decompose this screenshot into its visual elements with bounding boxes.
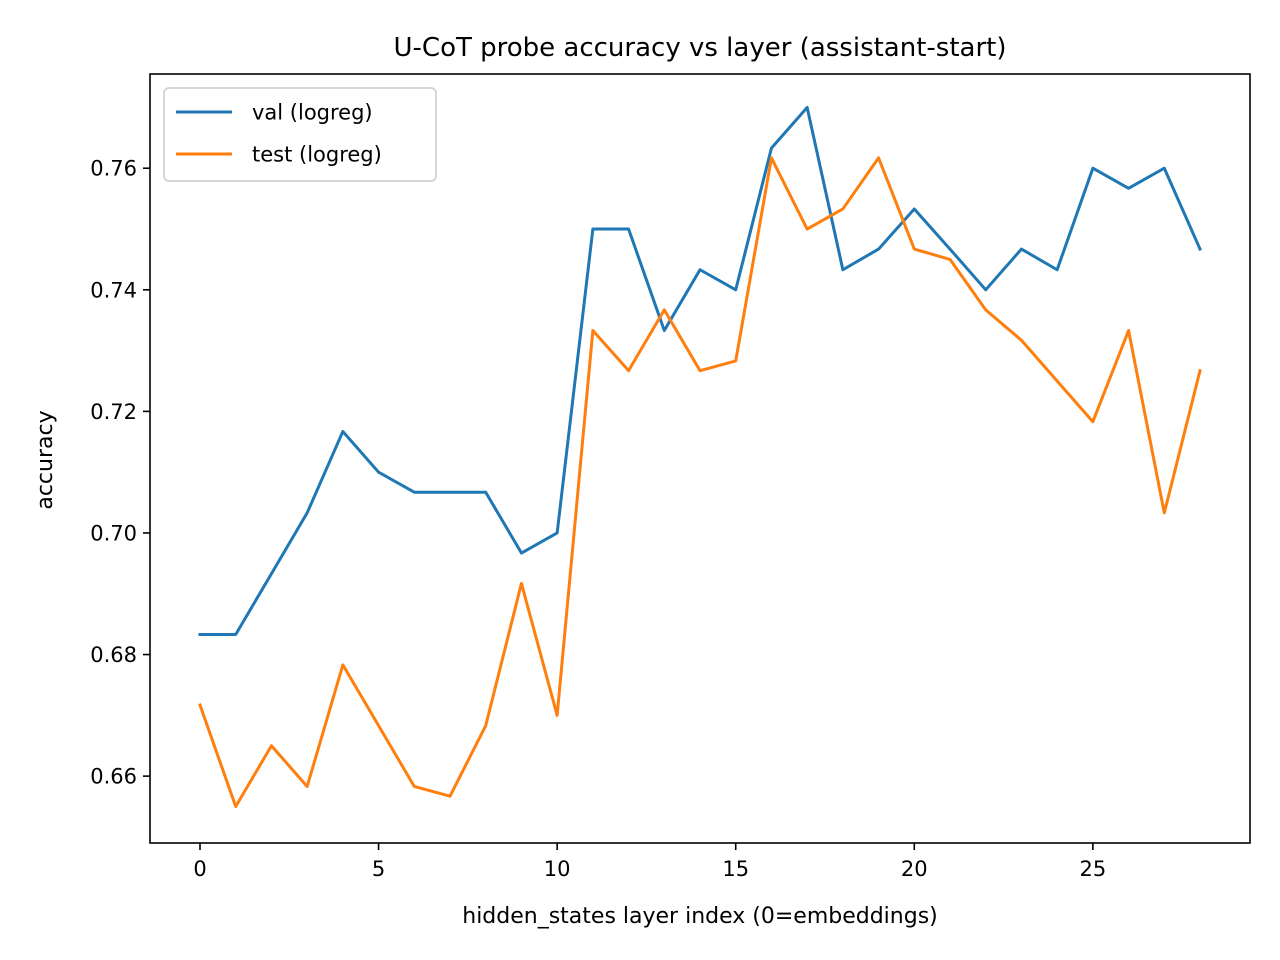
x-tick-label: 15 [722,857,749,881]
x-tick-label: 10 [544,857,571,881]
legend-label-0: val (logreg) [252,101,373,125]
chart-title: U-CoT probe accuracy vs layer (assistant… [394,33,1007,63]
y-tick-label: 0.76 [90,157,137,181]
legend-label-1: test (logreg) [252,143,382,167]
series-line-1 [198,156,1202,809]
x-tick-label: 20 [901,857,928,881]
axes-frame [149,73,1251,844]
y-axis-label: accuracy [33,410,58,509]
x-tick-label: 25 [1079,857,1106,881]
y-tick-label: 0.68 [90,643,137,667]
y-tick-label: 0.70 [90,521,137,545]
y-tick-label: 0.74 [90,278,137,302]
x-tick-label: 0 [193,857,206,881]
y-tick-label: 0.72 [90,400,137,424]
legend: val (logreg) test (logreg) [163,87,437,182]
plot-area: 0 5 10 15 20 25 0.66 0.68 0.70 0.72 0.74 0.76 [90,73,1251,881]
y-tick-label: 0.66 [90,765,137,789]
x-axis-label: hidden_states layer index (0=embeddings) [462,904,938,929]
x-tick-label: 5 [372,857,385,881]
series-line-0 [198,105,1202,636]
